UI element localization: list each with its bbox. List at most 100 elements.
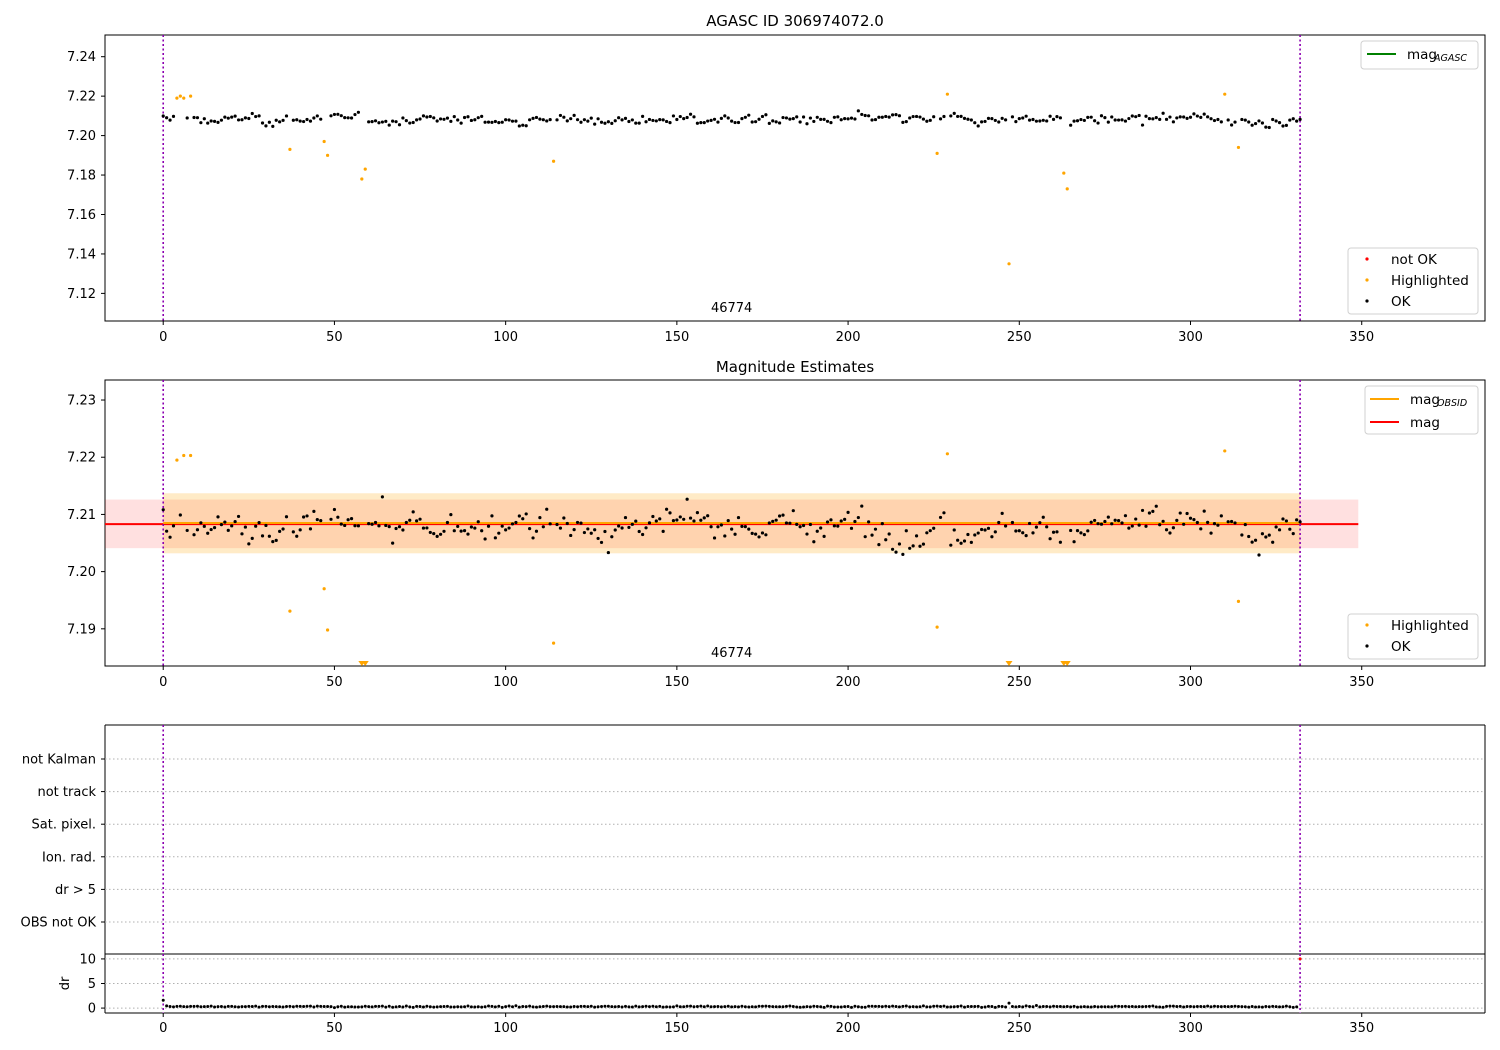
ok-point (500, 524, 504, 528)
ok-point (456, 118, 460, 122)
dr-point (956, 1004, 960, 1008)
ok-point (1072, 540, 1076, 544)
dr-point (579, 1004, 583, 1008)
ok-point (887, 115, 891, 119)
ok-point (1082, 533, 1086, 537)
ok-point (295, 534, 299, 538)
ok-point (524, 124, 528, 128)
dr-point (795, 1005, 799, 1009)
dr-point (925, 1005, 929, 1009)
x-tick-label: 50 (326, 330, 343, 345)
ok-point (271, 124, 275, 128)
ok-point (890, 113, 895, 117)
dr-point (175, 1004, 179, 1008)
ok-point (586, 527, 590, 531)
ok-point (435, 119, 439, 123)
ok-point (267, 534, 271, 538)
y-tick-label: 7.18 (67, 169, 96, 184)
ok-point (1267, 125, 1271, 130)
agasc-panel: 0 50 100 150 200 250 300 350 7.12 7.14 7.16 7.18 7.2… (67, 12, 1486, 345)
ok-point (500, 120, 504, 124)
y-tick-label: 10 (79, 952, 96, 967)
dr-point (644, 1004, 648, 1008)
y-tick-label: 7.22 (67, 451, 96, 466)
ok-point (428, 114, 432, 119)
ok-point (1178, 115, 1182, 119)
ok-point (801, 115, 806, 119)
ok-point (377, 121, 381, 125)
dr-point (243, 1005, 247, 1009)
dr-point (367, 1005, 371, 1009)
ok-point (914, 114, 919, 119)
ok-point (257, 521, 261, 525)
dr-point (1274, 1005, 1278, 1009)
ok-point (486, 120, 491, 124)
dr-point (641, 1005, 645, 1009)
legend-frame (1360, 40, 1479, 70)
ok-point (1017, 529, 1021, 533)
highlighted-point (189, 453, 193, 458)
ok-point (209, 527, 213, 532)
dr-point (445, 1004, 449, 1008)
dr-point (1082, 1005, 1086, 1009)
ok-point (596, 117, 600, 121)
ok-point (867, 114, 871, 118)
dr-point (945, 1005, 949, 1009)
ok-point (873, 527, 878, 531)
ok-point (671, 519, 676, 523)
ok-point (647, 117, 652, 122)
dr-point (240, 1005, 244, 1009)
ok-point (623, 116, 628, 121)
dr-point (1062, 1005, 1066, 1009)
ok-point (1031, 531, 1035, 535)
ok-point (329, 114, 333, 118)
dr-point (1284, 1004, 1288, 1008)
ok-point (973, 533, 977, 537)
dr-point (623, 1004, 627, 1008)
ok-point (195, 116, 200, 120)
dr-point (802, 1005, 806, 1009)
ok-point (1048, 114, 1052, 118)
dr-point (326, 1004, 330, 1008)
x-tick-label: 200 (836, 675, 861, 690)
dr-point (1120, 1004, 1124, 1008)
ok-point (1192, 112, 1196, 116)
dr-point (459, 1005, 463, 1009)
ok-point (750, 120, 754, 124)
ok-point (1137, 113, 1141, 118)
ok-point (671, 114, 676, 118)
dr-point (192, 1004, 196, 1008)
ok-point (692, 115, 696, 119)
ok-point (1123, 514, 1128, 518)
obsid-annotation: 46774 (711, 301, 752, 316)
dr-point (1202, 1005, 1206, 1009)
ok-point (1250, 123, 1254, 127)
ok-point (1284, 519, 1288, 523)
ok-point (462, 115, 467, 120)
dr-point (1223, 1004, 1227, 1008)
ok-point (308, 119, 313, 123)
ok-point (805, 122, 809, 126)
dr-point (1089, 1005, 1093, 1009)
ok-point (918, 544, 922, 548)
ok-point (510, 119, 515, 123)
dr-point (1212, 1004, 1216, 1008)
ok-point (1075, 119, 1080, 123)
ok-point (808, 522, 813, 527)
dr-point (223, 1005, 227, 1009)
ok-point (747, 527, 751, 531)
ok-point (856, 515, 860, 520)
x-tick-label: 0 (159, 675, 167, 690)
ok-point (873, 117, 878, 122)
ok-point (185, 528, 189, 533)
ok-point (302, 119, 306, 124)
dr-point (254, 1004, 258, 1008)
ok-point (271, 540, 275, 544)
dr-point (1230, 1005, 1234, 1009)
ok-point (415, 519, 419, 523)
dr-point (1055, 1004, 1059, 1008)
ok-point (736, 120, 741, 125)
ok-point (510, 522, 515, 526)
ok-point (1230, 519, 1234, 524)
dr-point (432, 1005, 436, 1009)
